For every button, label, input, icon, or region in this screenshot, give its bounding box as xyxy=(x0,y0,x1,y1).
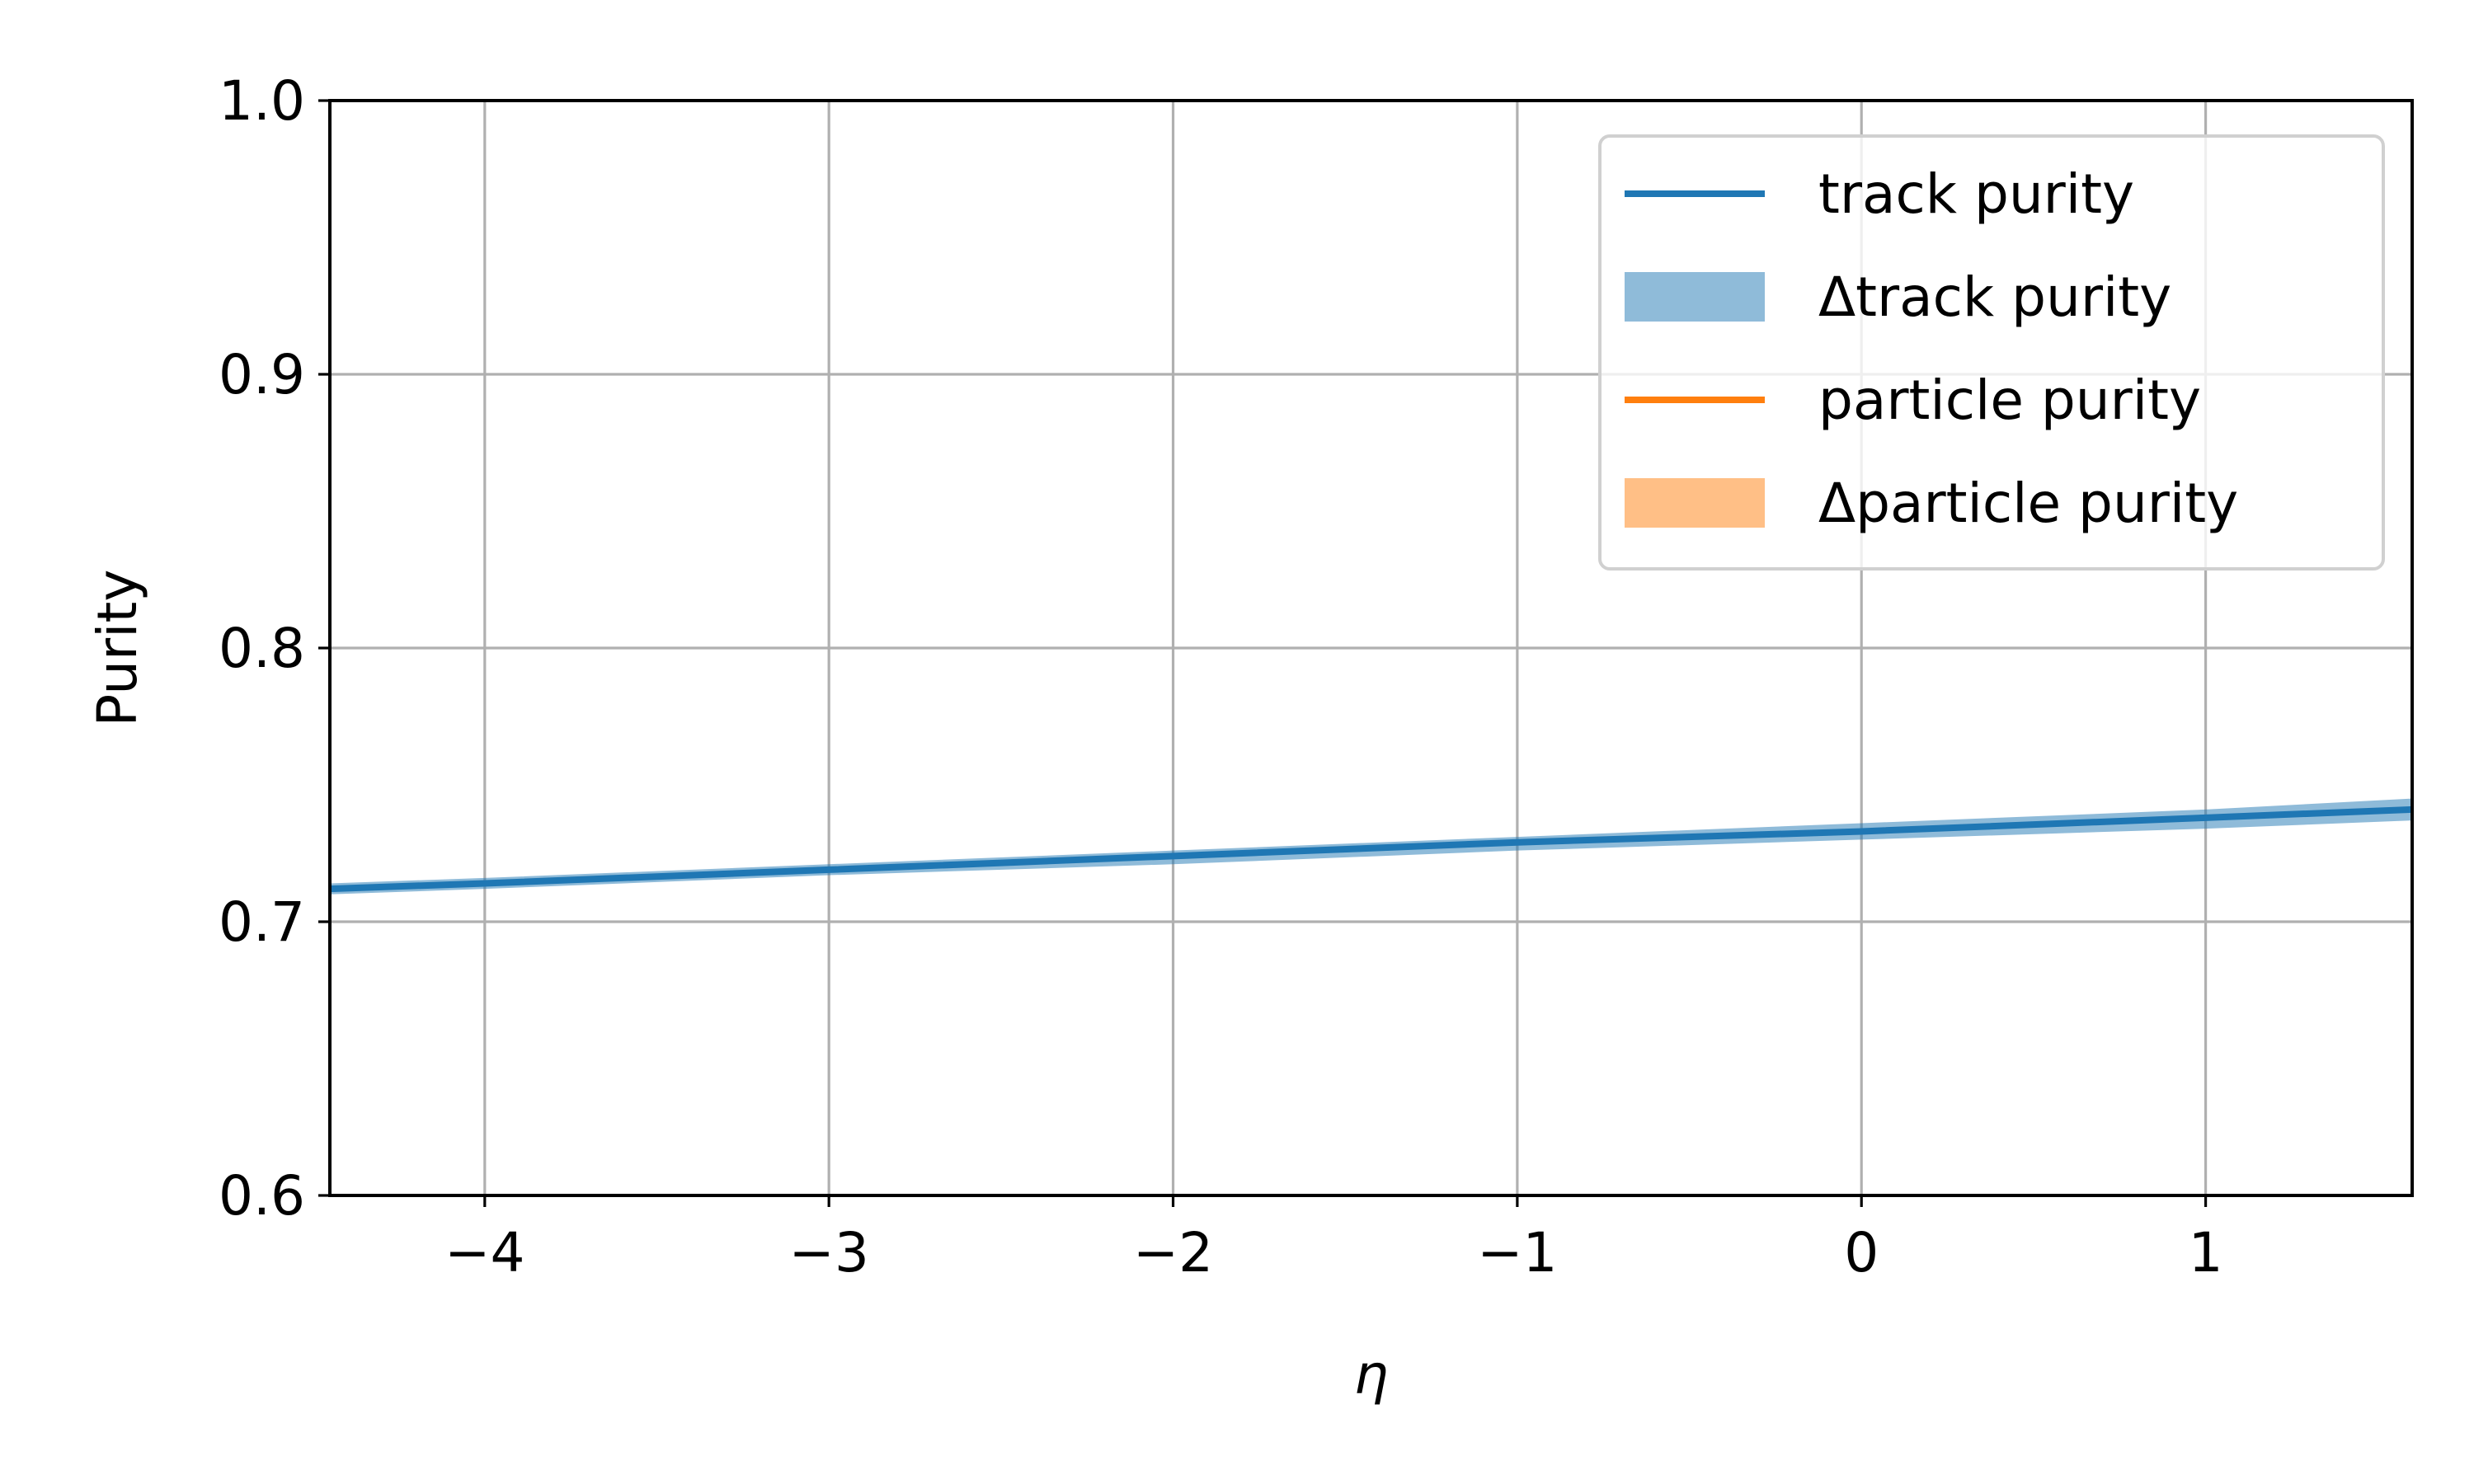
x-tick-label: −1 xyxy=(1477,1221,1557,1284)
legend-label: track purity xyxy=(1818,162,2134,226)
legend-band-swatch xyxy=(1625,478,1765,528)
x-tick-label: −4 xyxy=(444,1221,524,1284)
legend: track purity Δtrack purity particle purity… xyxy=(1598,134,2385,571)
line-track-purity xyxy=(330,805,2412,893)
lines xyxy=(330,805,2412,893)
legend-band-swatch xyxy=(1625,272,1765,322)
y-axis-ticks: 0.6 0.7 0.8 0.9 1.0 xyxy=(219,69,330,1228)
x-axis-ticks: −4 −3 −2 −1 0 1 xyxy=(444,1195,2223,1284)
x-axis-label: η xyxy=(1354,1343,1389,1407)
legend-label: Δtrack purity xyxy=(1818,265,2171,329)
y-tick-label: 0.7 xyxy=(219,890,305,954)
y-axis-label: Purity xyxy=(86,570,149,727)
y-tick-label: 0.9 xyxy=(219,343,305,406)
legend-label: particle purity xyxy=(1818,369,2201,432)
x-tick-label: 0 xyxy=(1844,1221,1879,1284)
y-tick-label: 0.6 xyxy=(219,1164,305,1228)
legend-box xyxy=(1598,134,2385,571)
x-tick-label: 1 xyxy=(2189,1221,2223,1284)
y-tick-label: 1.0 xyxy=(219,69,305,133)
x-tick-label: −3 xyxy=(789,1221,869,1284)
y-tick-label: 0.8 xyxy=(219,617,305,680)
legend-label: Δparticle purity xyxy=(1818,472,2238,535)
x-tick-label: −2 xyxy=(1133,1221,1213,1284)
